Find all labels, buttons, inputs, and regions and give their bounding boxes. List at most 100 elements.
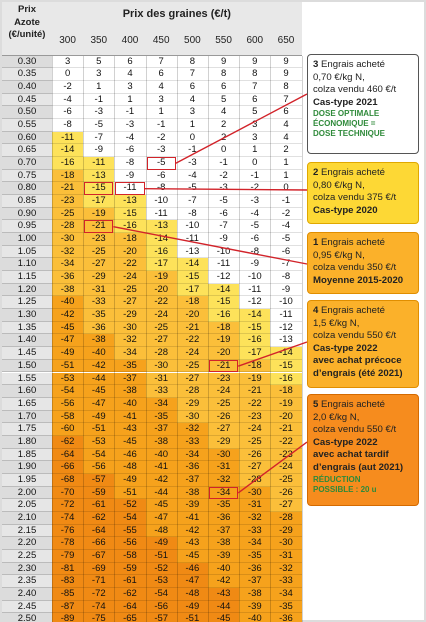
value-cell: -49 bbox=[52, 347, 84, 360]
case-text: Engrais acheté bbox=[321, 305, 386, 316]
value-cell: -14 bbox=[176, 258, 208, 272]
value-cell: -15 bbox=[114, 207, 146, 221]
value-cell: -19 bbox=[145, 271, 177, 284]
value-cell: -30 bbox=[145, 359, 177, 373]
value-cell: -18 bbox=[208, 321, 240, 335]
nitrogen-price-cell: 2.20 bbox=[2, 537, 52, 550]
nitrogen-price-cell: 2.35 bbox=[2, 575, 52, 589]
value-cell: 1 bbox=[176, 118, 208, 132]
value-cell: -20 bbox=[145, 283, 177, 297]
case-note: POSSIBLE : 20 u bbox=[313, 484, 377, 494]
value-cell: -16 bbox=[145, 245, 177, 259]
case-line: colza vendu 460 €/t bbox=[313, 84, 413, 97]
value-cell: -45 bbox=[83, 385, 115, 398]
value-cell: -53 bbox=[83, 435, 115, 449]
value-cell: -31 bbox=[208, 461, 240, 474]
value-cell: -48 bbox=[176, 588, 208, 601]
value-cell: -70 bbox=[52, 486, 84, 500]
value-cell: -25 bbox=[270, 473, 302, 487]
value-cell: -36 bbox=[83, 321, 115, 335]
nitrogen-price-cell: 1.35 bbox=[2, 321, 52, 335]
value-cell: -5 bbox=[270, 233, 302, 246]
value-cell: -29 bbox=[83, 271, 115, 284]
value-cell: -46 bbox=[176, 562, 208, 576]
value-cell: -33 bbox=[83, 296, 115, 310]
value-cell: -33 bbox=[145, 385, 177, 398]
case-number: 2 bbox=[313, 167, 319, 178]
value-cell: -36 bbox=[176, 461, 208, 474]
value-cell: -9 bbox=[270, 283, 302, 297]
nitrogen-price-cell: 0.40 bbox=[2, 80, 52, 94]
value-cell: -45 bbox=[52, 321, 84, 335]
value-cell: -29 bbox=[208, 435, 240, 449]
grid-line bbox=[176, 55, 178, 622]
value-cell: -53 bbox=[52, 372, 84, 386]
nitrogen-price-cell: 0.90 bbox=[2, 207, 52, 221]
value-cell: 2 bbox=[208, 118, 240, 132]
value-cell: -22 bbox=[176, 334, 208, 348]
nitrogen-price-cell: 0.60 bbox=[2, 131, 52, 145]
nitrogen-price-cell: 1.85 bbox=[2, 448, 52, 462]
value-cell: -7 bbox=[176, 194, 208, 208]
value-cell: 5 bbox=[239, 106, 271, 119]
column-header: 500 bbox=[184, 35, 201, 46]
value-cell: -79 bbox=[52, 550, 84, 563]
value-cell: -1 bbox=[176, 144, 208, 157]
value-cell: -30 bbox=[239, 486, 271, 500]
value-cell: -24 bbox=[145, 309, 177, 322]
column-header: 450 bbox=[152, 35, 170, 46]
nitrogen-price-cell: 1.05 bbox=[2, 245, 52, 259]
value-cell: -19 bbox=[270, 397, 302, 411]
value-cell: -51 bbox=[145, 550, 177, 563]
value-cell: -20 bbox=[114, 245, 146, 259]
value-cell: 4 bbox=[208, 106, 240, 119]
value-cell: -16 bbox=[270, 372, 302, 386]
value-cell: 7 bbox=[239, 80, 271, 94]
value-cell: 3 bbox=[83, 68, 115, 81]
grid-line bbox=[301, 55, 303, 622]
value-cell: -11 bbox=[239, 283, 271, 297]
case-heading: 3 Engrais acheté bbox=[313, 59, 413, 72]
grid-line bbox=[270, 55, 272, 622]
nitrogen-price-cell: 2.25 bbox=[2, 550, 52, 563]
grid-line bbox=[208, 55, 209, 622]
value-cell: -9 bbox=[239, 258, 271, 272]
value-cell: -16 bbox=[52, 156, 84, 170]
value-cell: -51 bbox=[114, 486, 146, 500]
value-cell: -45 bbox=[208, 613, 240, 622]
case-text: 2,0 €/kg N, bbox=[313, 411, 360, 423]
value-cell: 7 bbox=[270, 93, 302, 107]
case-line: 2,0 €/kg N, bbox=[313, 412, 413, 425]
value-cell: 1 bbox=[270, 156, 302, 170]
case-text: 0,95 €/kg N, bbox=[313, 249, 365, 261]
case-label: Moyenne 2015-2020 bbox=[313, 274, 404, 286]
value-cell: -25 bbox=[114, 283, 146, 297]
value-cell: -20 bbox=[208, 347, 240, 360]
case-label: d’engrais (aut 2021) bbox=[313, 461, 404, 473]
value-cell: -28 bbox=[270, 511, 302, 525]
value-cell: -27 bbox=[83, 258, 115, 272]
highlight-box bbox=[84, 182, 114, 195]
nitrogen-price-cell: 2.40 bbox=[2, 588, 52, 601]
value-cell: -18 bbox=[52, 169, 84, 183]
value-cell: -23 bbox=[83, 233, 115, 246]
value-cell: -42 bbox=[52, 309, 84, 322]
value-cell: -89 bbox=[52, 613, 84, 622]
nitrogen-price-cell: 1.40 bbox=[2, 334, 52, 348]
value-cell: -28 bbox=[239, 473, 271, 487]
value-cell: -3 bbox=[145, 144, 177, 157]
value-cell: -15 bbox=[208, 296, 240, 310]
case-note: RÉDUCTION bbox=[313, 474, 361, 484]
value-cell: 0 bbox=[52, 68, 84, 81]
value-cell: -28 bbox=[52, 220, 84, 233]
value-cell: -23 bbox=[270, 448, 302, 462]
nitrogen-price-cell: 2.10 bbox=[2, 511, 52, 525]
value-cell: -49 bbox=[83, 410, 115, 424]
nitrogen-price-cell: 1.45 bbox=[2, 347, 52, 360]
value-cell: 0 bbox=[239, 156, 271, 170]
case-line: colza vendu 550 €/t bbox=[313, 330, 413, 343]
highlight-box bbox=[115, 182, 145, 195]
case-heading: 2 Engrais acheté bbox=[313, 167, 413, 180]
value-cell: -6 bbox=[145, 169, 177, 183]
highlight-box bbox=[209, 486, 239, 500]
